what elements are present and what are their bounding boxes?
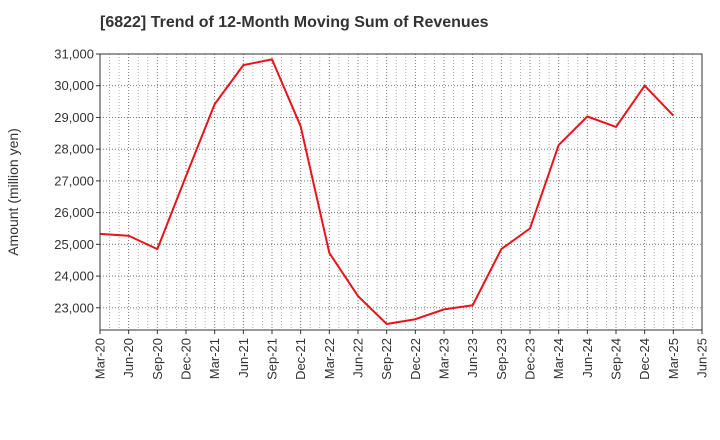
y-tick-label: 31,000 [54,47,94,62]
chart-title: [6822] Trend of 12-Month Moving Sum of R… [100,14,489,31]
x-tick-label: Mar-24 [551,338,566,379]
x-tick-label: Jun-20 [121,338,136,378]
y-tick-label: 25,000 [54,237,94,252]
x-tick-label: Sep-24 [609,338,624,380]
y-tick-label: 28,000 [54,142,94,157]
y-tick-label: 24,000 [54,269,94,284]
x-tick-label: Sep-22 [379,338,394,380]
y-tick-label: 30,000 [54,78,94,93]
plot-frame [99,53,703,331]
x-tick-label: Jun-25 [695,338,710,378]
x-tick-label: Sep-21 [265,338,280,380]
x-tick-label: Jun-24 [580,338,595,378]
x-tick-label: Mar-23 [437,338,452,379]
y-tick-label: 26,000 [54,205,94,220]
y-tick-label: 27,000 [54,173,94,188]
label-layer: 23,000 24,000 25,000 26,000 27,000 28,000 29,0… [5,47,710,380]
x-tick-label: Jun-21 [236,338,251,378]
x-tick-label: Dec-24 [637,338,652,380]
x-tick-label: Dec-22 [408,338,423,380]
x-tick-label: Jun-23 [465,338,480,378]
x-tick-label: Sep-20 [150,338,165,380]
y-axis-label: Amount (million yen) [5,128,21,256]
x-tick-label: Sep-23 [494,338,509,380]
x-tick-label: Dec-20 [179,338,194,380]
x-tick-label: Jun-22 [351,338,366,378]
x-tick-label: Mar-22 [322,338,337,379]
x-tick-label: Dec-23 [523,338,538,380]
x-tick-label: Mar-25 [666,338,681,379]
axis-layer [96,53,703,334]
x-tick-label: Mar-21 [207,338,222,379]
y-tick-label: 23,000 [54,300,94,315]
grid-layer [100,54,702,330]
x-tick-label: Mar-20 [93,338,108,379]
y-tick-label: 29,000 [54,110,94,125]
x-tick-label: Dec-21 [293,338,308,380]
